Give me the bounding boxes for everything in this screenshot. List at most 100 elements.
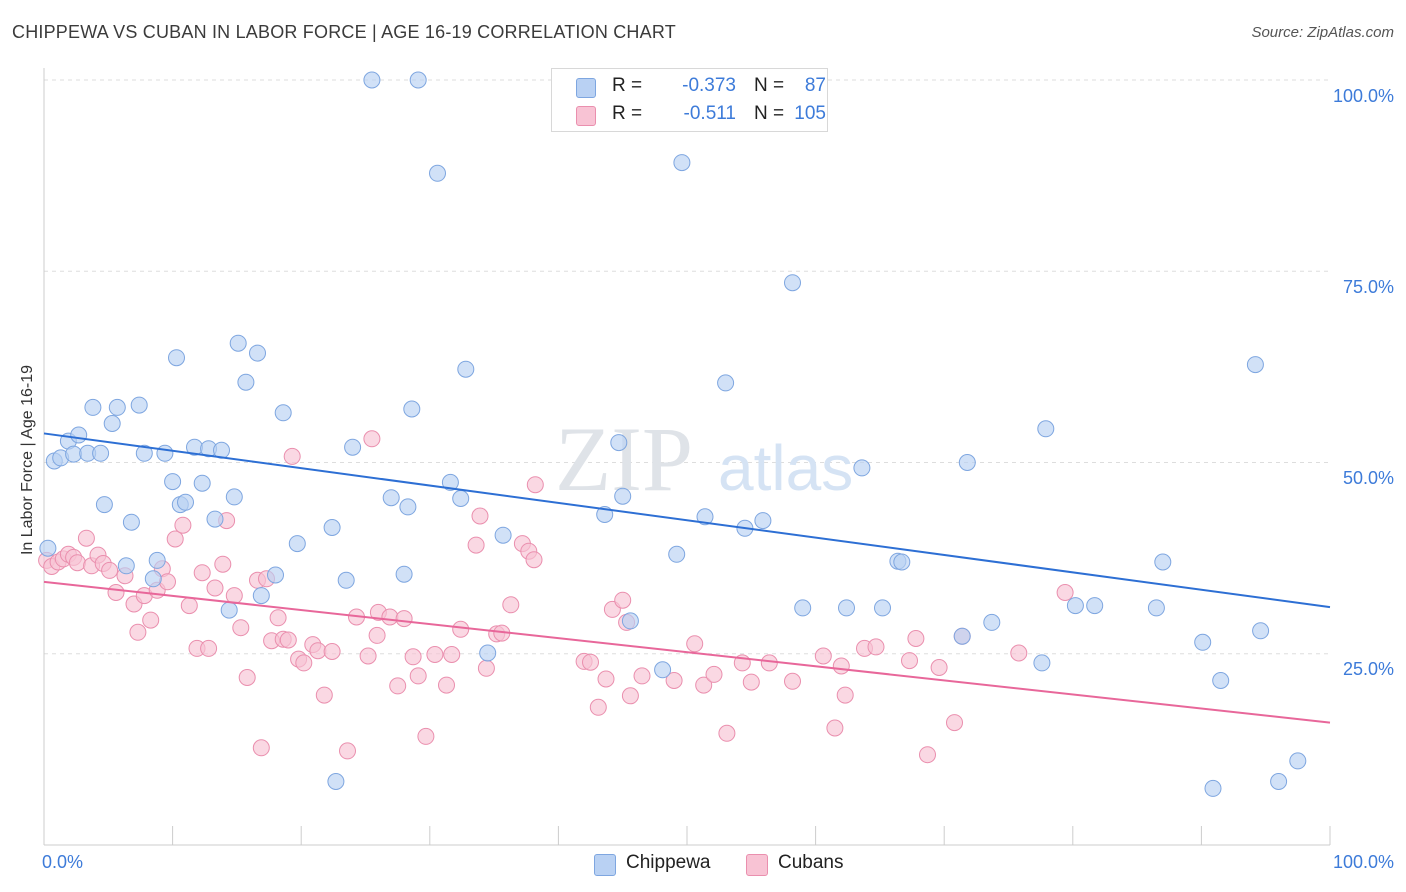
data-points [38, 71, 1307, 797]
cubans-point [381, 608, 399, 626]
chippewa-point [696, 508, 714, 526]
chippewa-point [327, 773, 345, 790]
chippewa-point [267, 566, 284, 584]
x-tick-min: 0.0% [42, 852, 84, 872]
chippewa-swatch [576, 78, 596, 98]
cubans-point [621, 687, 639, 705]
cubans-point [907, 630, 925, 647]
chippewa-point [95, 496, 113, 514]
cubans-point [166, 530, 184, 548]
chippewa-point [177, 493, 194, 511]
chippewa-point [164, 473, 182, 491]
chippewa-point [193, 474, 211, 492]
chippewa-point [382, 489, 400, 507]
cubans-point [526, 476, 544, 494]
chippewa-point [610, 434, 628, 452]
cubans-point [1056, 584, 1074, 601]
chippewa-point [958, 454, 976, 471]
watermark: ZIP atlas [555, 408, 853, 510]
chippewa-point [92, 444, 110, 462]
cubans-point [409, 667, 427, 685]
legend-label: Chippewa [626, 852, 711, 873]
axes [43, 68, 1331, 846]
cubans-point [232, 619, 250, 637]
chippewa-point [168, 349, 185, 367]
chippewa-point [441, 473, 459, 491]
cubans-point [814, 647, 832, 665]
chippewa-point [479, 644, 497, 662]
chippewa-point [117, 557, 135, 575]
chippewa-point [1147, 599, 1165, 617]
cubans-point [252, 739, 270, 757]
cubans-point [159, 573, 176, 591]
chippewa-point [237, 373, 255, 391]
y-tick-25: 25.0% [1342, 659, 1394, 679]
cubans-point [836, 686, 854, 704]
chippewa-point [784, 274, 801, 292]
chippewa-point [429, 164, 446, 182]
chippewa-point [65, 445, 83, 463]
chippewa-point [399, 498, 417, 516]
y-tick-100: 100.0% [1332, 86, 1394, 106]
cubans-point [295, 654, 313, 672]
cubans-point [901, 652, 918, 670]
cubans-point [279, 631, 297, 649]
chippewa-point [1246, 356, 1264, 374]
chippewa-point [1033, 654, 1051, 672]
chippewa-point [84, 398, 102, 416]
chippewa-point [323, 519, 341, 536]
cubans-point [404, 648, 422, 666]
cubans-point [214, 555, 232, 573]
chippewa-point [1289, 752, 1307, 770]
chart-title: CHIPPEWA VS CUBAN IN LABOR FORCE | AGE 1… [12, 22, 676, 42]
cubans-point [930, 659, 948, 676]
chippewa-point [614, 487, 632, 505]
n-label: N = [754, 103, 785, 124]
chippewa-point [249, 344, 266, 362]
cubans-point [826, 719, 844, 737]
cubans-point [946, 714, 963, 732]
cubans-point [363, 430, 381, 448]
chippewa-point [494, 526, 512, 544]
chippewa-point [754, 512, 772, 530]
cubans-point [452, 620, 470, 638]
chippewa-point [148, 551, 166, 569]
y-tick-50: 50.0% [1342, 468, 1394, 488]
watermark-atlas: atlas [718, 432, 853, 504]
cubans-point [269, 609, 287, 627]
r-value: -0.511 [683, 103, 736, 124]
cubans-point [919, 746, 936, 764]
chippewa-point [1066, 597, 1084, 615]
y-tick-75: 75.0% [1342, 277, 1394, 297]
cubans-point [193, 564, 211, 582]
chippewa-point [457, 360, 475, 378]
chippewa-point [1212, 672, 1230, 689]
cubans-point [174, 516, 192, 534]
cubans-point [77, 529, 95, 547]
cubans-point [502, 596, 520, 614]
chippewa-point [853, 459, 871, 477]
chippewa-point [621, 612, 639, 630]
chippewa-point [409, 71, 427, 89]
cubans-point [633, 667, 651, 685]
chippewa-point [403, 400, 421, 418]
chippewa-point [673, 154, 691, 172]
chippewa-point [252, 587, 270, 605]
cubans-point [832, 657, 850, 675]
chippewa-point [1194, 633, 1212, 651]
cubans-point [471, 507, 489, 525]
chippewa-point [1037, 420, 1055, 438]
y-axis-label: In Labor Force | Age 16-19 [19, 364, 36, 556]
cubans-point [597, 670, 615, 688]
chippewa-point [395, 565, 413, 583]
chippewa-point [130, 396, 148, 414]
cubans-point [101, 561, 119, 579]
cubans-point [686, 635, 704, 653]
cubans-point [614, 591, 632, 609]
chippewa-point [70, 426, 88, 444]
chippewa-point [794, 599, 812, 617]
chippewa-point [220, 601, 238, 619]
r-value: -0.373 [682, 75, 736, 96]
chippewa-swatch [594, 854, 616, 876]
cubans-point [760, 654, 778, 672]
